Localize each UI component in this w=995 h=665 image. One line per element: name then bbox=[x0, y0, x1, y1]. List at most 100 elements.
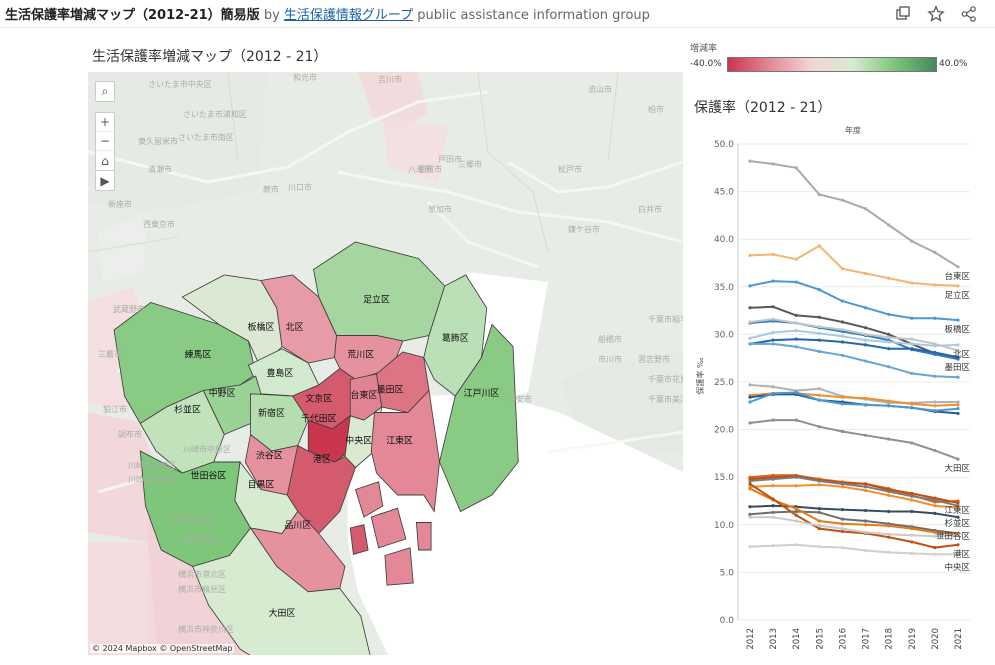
series-point[interactable] bbox=[910, 533, 914, 537]
series-point[interactable] bbox=[956, 457, 960, 461]
series-point[interactable] bbox=[887, 509, 891, 514]
series-point[interactable] bbox=[817, 288, 821, 292]
series-point[interactable] bbox=[887, 340, 891, 344]
ward-suginami[interactable] bbox=[139, 389, 225, 474]
play-icon[interactable]: ▶ bbox=[100, 173, 110, 188]
series-point[interactable] bbox=[956, 407, 960, 411]
series-point[interactable] bbox=[933, 408, 937, 413]
series-line[interactable] bbox=[749, 318, 959, 352]
share-icon[interactable] bbox=[960, 5, 978, 23]
series-point[interactable] bbox=[817, 527, 821, 531]
series-line[interactable] bbox=[750, 342, 959, 379]
series-point[interactable] bbox=[956, 343, 960, 347]
series-point[interactable] bbox=[771, 391, 775, 396]
series-point[interactable] bbox=[771, 305, 775, 309]
series-point[interactable] bbox=[794, 390, 798, 395]
series-line[interactable] bbox=[750, 516, 959, 538]
series-point[interactable] bbox=[863, 403, 868, 407]
series-point[interactable] bbox=[748, 320, 752, 324]
series-point[interactable] bbox=[840, 482, 845, 486]
series-point[interactable] bbox=[933, 250, 937, 255]
series-point[interactable] bbox=[956, 403, 960, 407]
series-point[interactable] bbox=[771, 330, 775, 335]
series-point[interactable] bbox=[933, 374, 937, 378]
series-point[interactable] bbox=[840, 198, 845, 202]
series-point[interactable] bbox=[771, 510, 775, 515]
rate-line-chart[interactable]: 年度 保護率 ‰ 0.0 5.0 10.0 15.0 20.0 25.0 30.0 35.0 4… bbox=[690, 100, 980, 660]
series-point[interactable] bbox=[840, 320, 845, 324]
series-point[interactable] bbox=[887, 347, 891, 351]
series-line[interactable] bbox=[749, 305, 959, 359]
series-point[interactable] bbox=[956, 533, 960, 537]
series-point[interactable] bbox=[794, 166, 798, 170]
series-point[interactable] bbox=[956, 543, 960, 547]
series-line[interactable] bbox=[749, 476, 959, 507]
series-point[interactable] bbox=[956, 375, 960, 379]
series-point[interactable] bbox=[863, 485, 868, 489]
series-point[interactable] bbox=[863, 548, 868, 553]
series-point[interactable] bbox=[863, 530, 868, 535]
series-point[interactable] bbox=[863, 508, 868, 513]
series-line[interactable] bbox=[749, 244, 959, 287]
series-point[interactable] bbox=[887, 312, 891, 317]
series-point[interactable] bbox=[910, 441, 914, 445]
series-point[interactable] bbox=[771, 504, 775, 508]
series-point[interactable] bbox=[956, 506, 960, 510]
series-point[interactable] bbox=[910, 316, 914, 320]
series-point[interactable] bbox=[817, 192, 821, 197]
series-point[interactable] bbox=[910, 371, 914, 376]
series-point[interactable] bbox=[840, 353, 845, 357]
series-point[interactable] bbox=[794, 509, 798, 514]
series-point[interactable] bbox=[840, 267, 845, 271]
series-point[interactable] bbox=[794, 513, 798, 517]
ward-ota[interactable] bbox=[192, 527, 377, 655]
series-point[interactable] bbox=[863, 482, 868, 486]
series-point[interactable] bbox=[748, 505, 752, 509]
series-point[interactable] bbox=[817, 425, 821, 429]
series-point[interactable] bbox=[748, 545, 752, 549]
series-point[interactable] bbox=[840, 546, 845, 550]
series-point[interactable] bbox=[794, 328, 798, 333]
series-point[interactable] bbox=[771, 252, 775, 257]
map-search-control[interactable]: ⌕ bbox=[95, 81, 115, 102]
series-point[interactable] bbox=[887, 335, 891, 339]
ward-koto-island-4[interactable] bbox=[415, 522, 432, 551]
series-point[interactable] bbox=[748, 342, 752, 346]
series-point[interactable] bbox=[817, 519, 821, 523]
series-point[interactable] bbox=[887, 489, 891, 494]
series-point[interactable] bbox=[817, 331, 821, 336]
series-point[interactable] bbox=[863, 207, 868, 211]
series-point[interactable] bbox=[840, 328, 845, 332]
series-point[interactable] bbox=[933, 344, 937, 348]
series-point[interactable] bbox=[771, 338, 775, 342]
author-link[interactable]: 生活保護情報グループ bbox=[283, 8, 414, 23]
series-point[interactable] bbox=[771, 418, 775, 422]
map-zoom-controls[interactable]: + − ⌂ bbox=[95, 112, 115, 171]
series-point[interactable] bbox=[910, 551, 914, 555]
ward-koto[interactable] bbox=[370, 389, 440, 513]
series-point[interactable] bbox=[794, 507, 798, 511]
series-point[interactable] bbox=[840, 429, 845, 434]
series-point[interactable] bbox=[933, 504, 937, 508]
series-point[interactable] bbox=[794, 280, 798, 284]
series-point[interactable] bbox=[817, 393, 821, 397]
series-point[interactable] bbox=[817, 387, 821, 391]
series-point[interactable] bbox=[863, 338, 868, 342]
series-point[interactable] bbox=[817, 244, 821, 248]
series-point[interactable] bbox=[840, 517, 845, 521]
series-point[interactable] bbox=[817, 507, 821, 511]
series-line[interactable] bbox=[749, 543, 958, 556]
series-line[interactable] bbox=[749, 160, 959, 268]
series-point[interactable] bbox=[840, 529, 845, 534]
series-point[interactable] bbox=[817, 510, 821, 515]
series-point[interactable] bbox=[887, 524, 891, 528]
series-point[interactable] bbox=[771, 477, 775, 481]
series-point[interactable] bbox=[863, 488, 868, 493]
series-point[interactable] bbox=[840, 340, 845, 344]
series-point[interactable] bbox=[748, 395, 752, 399]
download-icon[interactable] bbox=[894, 5, 912, 23]
series-point[interactable] bbox=[817, 524, 821, 528]
series-line[interactable] bbox=[749, 329, 959, 347]
series-point[interactable] bbox=[956, 284, 960, 288]
